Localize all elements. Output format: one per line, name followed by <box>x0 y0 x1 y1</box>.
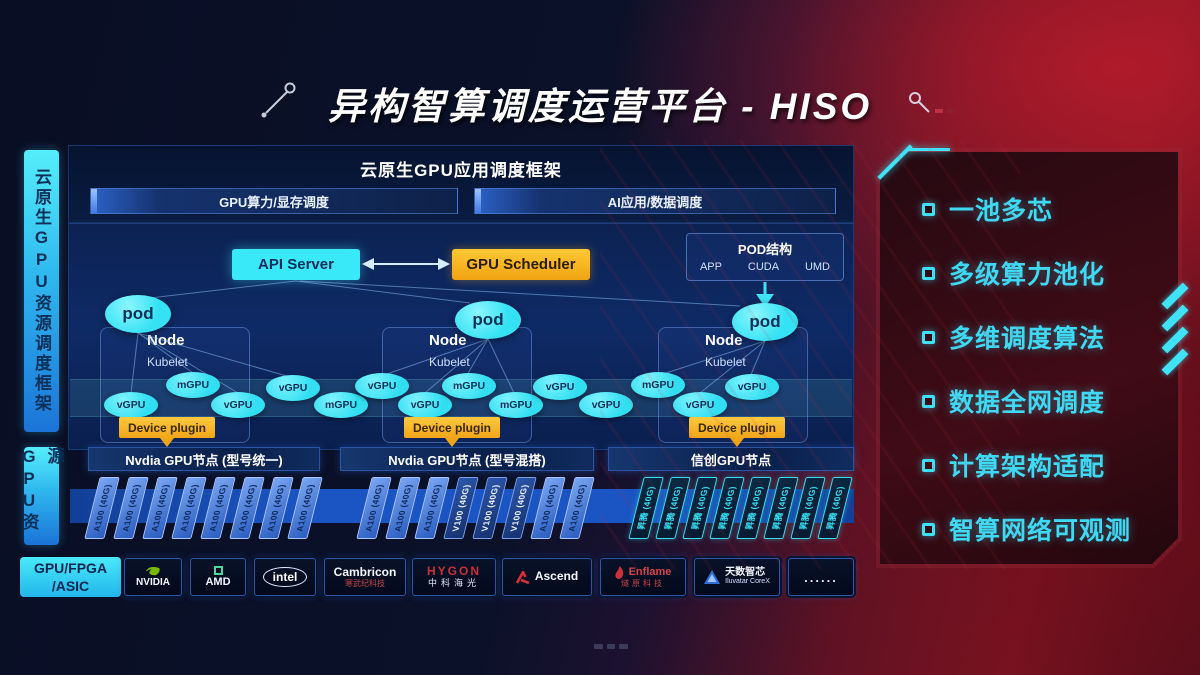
feature-panel: 一池多芯 多级算力池化 多维调度算法 数据全网调度 <box>880 152 1178 564</box>
down-arrow-icon <box>160 438 174 447</box>
checkbox-bullet-icon <box>922 459 935 472</box>
hardware-type-line1: GPU/FPGA <box>33 559 108 576</box>
pod-ellipse: pod <box>732 303 798 341</box>
gpu-unit-ellipse: vGPU <box>355 373 409 399</box>
feature-item: 数据全网调度 <box>922 388 1178 414</box>
gpu-unit-ellipse: vGPU <box>579 392 633 418</box>
down-arrow-icon <box>730 438 744 447</box>
pod-structure-item: UMD <box>804 261 831 273</box>
node-group-bar-uniform: Nvdia GPU节点 (型号统一) <box>88 447 320 471</box>
rail-cloud-native-framework: 云原生GPU资源调度框架 <box>24 150 59 432</box>
feature-label: 多维调度算法 <box>949 325 1106 353</box>
node-group-bar-domestic: 信创GPU节点 <box>608 447 854 471</box>
feature-label: 计算架构适配 <box>949 453 1106 481</box>
kubelet-label: Kubelet <box>429 355 470 369</box>
page-title: 异构智算调度运营平台 - HISO <box>327 86 873 127</box>
node-group-bar-mixed: Nvdia GPU节点 (型号混搭) <box>340 447 594 471</box>
gpu-unit-ellipse: vGPU <box>266 375 320 401</box>
rail-gpu-resource: GPU资源 <box>20 447 64 545</box>
checkbox-bullet-icon <box>922 331 935 344</box>
bar-ai-app-scheduling: AI应用/数据调度 <box>474 188 836 214</box>
checkbox-bullet-icon <box>922 203 935 216</box>
down-arrow-icon <box>445 438 459 447</box>
pod-ellipse: pod <box>105 295 171 333</box>
api-server-box: API Server <box>232 249 360 280</box>
checkbox-bullet-icon <box>922 395 935 408</box>
hardware-type-box: GPU/FPGA /ASIC <box>20 557 121 597</box>
footer-mark <box>594 644 629 649</box>
gpu-unit-ellipse: vGPU <box>211 392 265 418</box>
gpu-unit-ellipse: mGPU <box>442 373 496 399</box>
device-plugin-box: Device plugin <box>404 417 500 447</box>
circuit-decoration-right <box>909 92 955 113</box>
kubelet-label: Kubelet <box>147 355 188 369</box>
feature-label: 数据全网调度 <box>949 389 1106 417</box>
nvidia-logo-icon <box>146 567 160 576</box>
gpu-unit-ellipse: mGPU <box>314 392 368 418</box>
gpu-unit-ellipse: vGPU <box>398 392 452 418</box>
pod-ellipse: pod <box>455 301 521 339</box>
feature-label: 智算网络可观测 <box>949 517 1132 545</box>
pod-structure-panel: POD结构 APP CUDA UMD <box>686 233 844 281</box>
vendor-nvidia: NVIDIA <box>124 558 182 596</box>
pod-structure-item: CUDA <box>747 261 780 273</box>
gpu-unit-ellipse: mGPU <box>166 372 220 398</box>
gpu-scheduler-box: GPU Scheduler <box>452 249 590 280</box>
panel-top-accent <box>908 148 950 151</box>
hardware-type-line2: /ASIC <box>51 578 90 594</box>
iluvatar-logo-icon <box>704 569 721 584</box>
gpu-unit-ellipse: mGPU <box>631 372 685 398</box>
ascend-logo-icon <box>515 570 530 584</box>
feature-item: 多级算力池化 <box>922 260 1178 286</box>
gpu-unit-ellipse: mGPU <box>489 392 543 418</box>
amd-logo-icon <box>213 565 223 575</box>
pod-structure-title: POD结构 <box>737 242 793 257</box>
gpu-unit-ellipse: vGPU <box>673 392 727 418</box>
intel-logo: intel <box>262 567 308 587</box>
node-label: Node <box>429 332 467 349</box>
vendor-hygon: HYGON 中科海光 <box>412 558 496 596</box>
feature-item: 一池多芯 <box>922 196 1178 222</box>
node-label: Node <box>147 332 185 349</box>
feature-item: 多维调度算法 <box>922 324 1178 350</box>
checkbox-bullet-icon <box>922 523 935 536</box>
circuit-decoration-left <box>261 82 296 118</box>
pod-structure-item: APP <box>699 261 722 273</box>
feature-label: 一池多芯 <box>949 197 1054 225</box>
device-plugin-box: Device plugin <box>119 417 215 447</box>
node-label: Node <box>705 332 743 349</box>
gpu-unit-ellipse: vGPU <box>533 374 587 400</box>
checkbox-bullet-icon <box>922 267 935 280</box>
vendor-cambricon: Cambricon 寒武纪科技 <box>324 558 406 596</box>
vendor-iluvatar: 天数智芯 Iluvatar CoreX <box>694 558 780 596</box>
feature-label: 多级算力池化 <box>949 261 1106 289</box>
enflame-logo-icon <box>614 565 623 579</box>
vendor-ascend: Ascend <box>502 558 592 596</box>
feature-item: 智算网络可观测 <box>922 516 1178 542</box>
gpu-unit-ellipse: vGPU <box>104 392 158 418</box>
vendor-intel: intel <box>254 558 316 596</box>
vendor-enflame: Enflame 燧原科技 <box>600 558 686 596</box>
feature-item: 计算架构适配 <box>922 452 1178 478</box>
bar-gpu-compute-scheduling: GPU算力/显存调度 <box>90 188 458 214</box>
vendor-more: ...... <box>788 558 854 596</box>
vendor-amd: AMD <box>190 558 246 596</box>
framework-title: 云原生GPU应用调度框架 <box>360 161 562 180</box>
kubelet-label: Kubelet <box>705 355 746 369</box>
device-plugin-box: Device plugin <box>689 417 785 447</box>
gpu-unit-ellipse: vGPU <box>725 374 779 400</box>
